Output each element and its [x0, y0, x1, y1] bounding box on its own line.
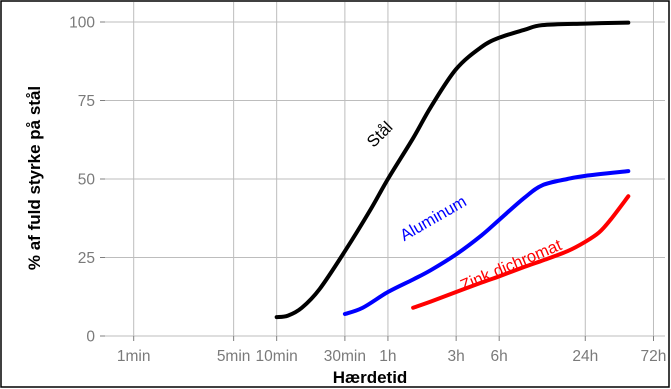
x-tick-label: 1h	[379, 348, 396, 365]
x-tick-label: 5min	[217, 348, 251, 365]
x-tick-label: 1min	[117, 348, 151, 365]
axis-ticks: 1min 5min 10min 30min 1h 3h 6h 24h 72h 0 25 50 75 100	[69, 15, 666, 366]
x-axis-title: Hærdetid	[333, 368, 408, 387]
x-tick-label: 3h	[448, 348, 465, 365]
x-tick-label: 24h	[572, 348, 598, 365]
series-lines	[274, 20, 631, 320]
y-tick-label: 25	[78, 250, 95, 267]
y-tick-label: 50	[78, 172, 96, 189]
x-tick-label: 6h	[491, 348, 508, 365]
series-line-aluminum	[342, 169, 631, 317]
series-line-st-l	[274, 20, 631, 320]
y-axis-title: % af fuld styrke på stål	[25, 86, 44, 270]
x-tick-label: 10min	[256, 348, 298, 365]
y-tick-label: 75	[78, 93, 95, 110]
y-tick-label: 0	[86, 329, 95, 346]
series-line-zink-dichromat	[411, 194, 631, 310]
x-tick-label: 72h	[641, 348, 667, 365]
x-tick-label: 30min	[324, 348, 366, 365]
y-tick-label: 100	[69, 15, 95, 32]
